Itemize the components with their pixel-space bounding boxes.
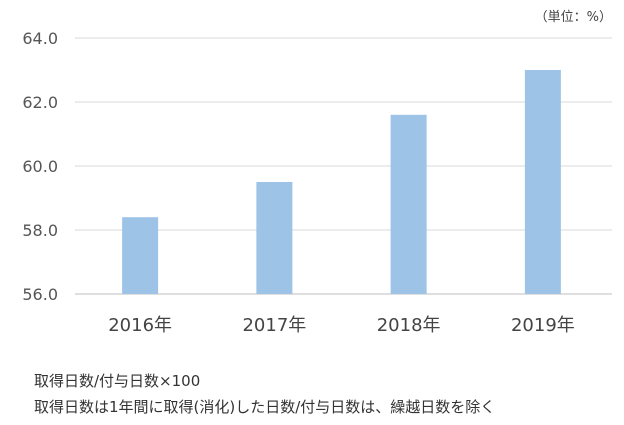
bar-chart: 56.0 58.0 60.0 62.0 64.0 2016年 2017年 2018年 2019… xyxy=(22,29,612,336)
y-tick-label: 56.0 xyxy=(22,285,58,304)
footnotes: 取得日数/付与日数×100 取得日数は1年間に取得(消化)した日数/付与日数は、… xyxy=(34,368,495,420)
bars xyxy=(122,70,561,294)
x-axis-category-labels: 2016年 2017年 2018年 2019年 xyxy=(108,315,575,336)
bar-2017年 xyxy=(256,182,293,294)
x-category-label: 2018年 xyxy=(377,315,441,336)
gridlines xyxy=(75,37,612,295)
bar-2016年 xyxy=(122,217,159,294)
x-category-label: 2016年 xyxy=(108,315,172,336)
y-tick-label: 62.0 xyxy=(22,93,58,112)
bar-2019年 xyxy=(524,70,561,294)
footnote-formula: 取得日数/付与日数×100 xyxy=(34,372,201,390)
x-category-label: 2019年 xyxy=(511,315,575,336)
y-tick-label: 58.0 xyxy=(22,221,58,240)
footnote-definition: 取得日数は1年間に取得(消化)した日数/付与日数は、繰越日数を除く xyxy=(34,398,496,416)
bar-2018年 xyxy=(390,114,427,294)
unit-label: （単位：%） xyxy=(534,10,612,25)
x-category-label: 2017年 xyxy=(242,315,306,336)
y-tick-label: 64.0 xyxy=(22,29,58,48)
y-axis-tick-labels: 56.0 58.0 60.0 62.0 64.0 xyxy=(22,29,58,304)
y-tick-label: 60.0 xyxy=(22,157,58,176)
